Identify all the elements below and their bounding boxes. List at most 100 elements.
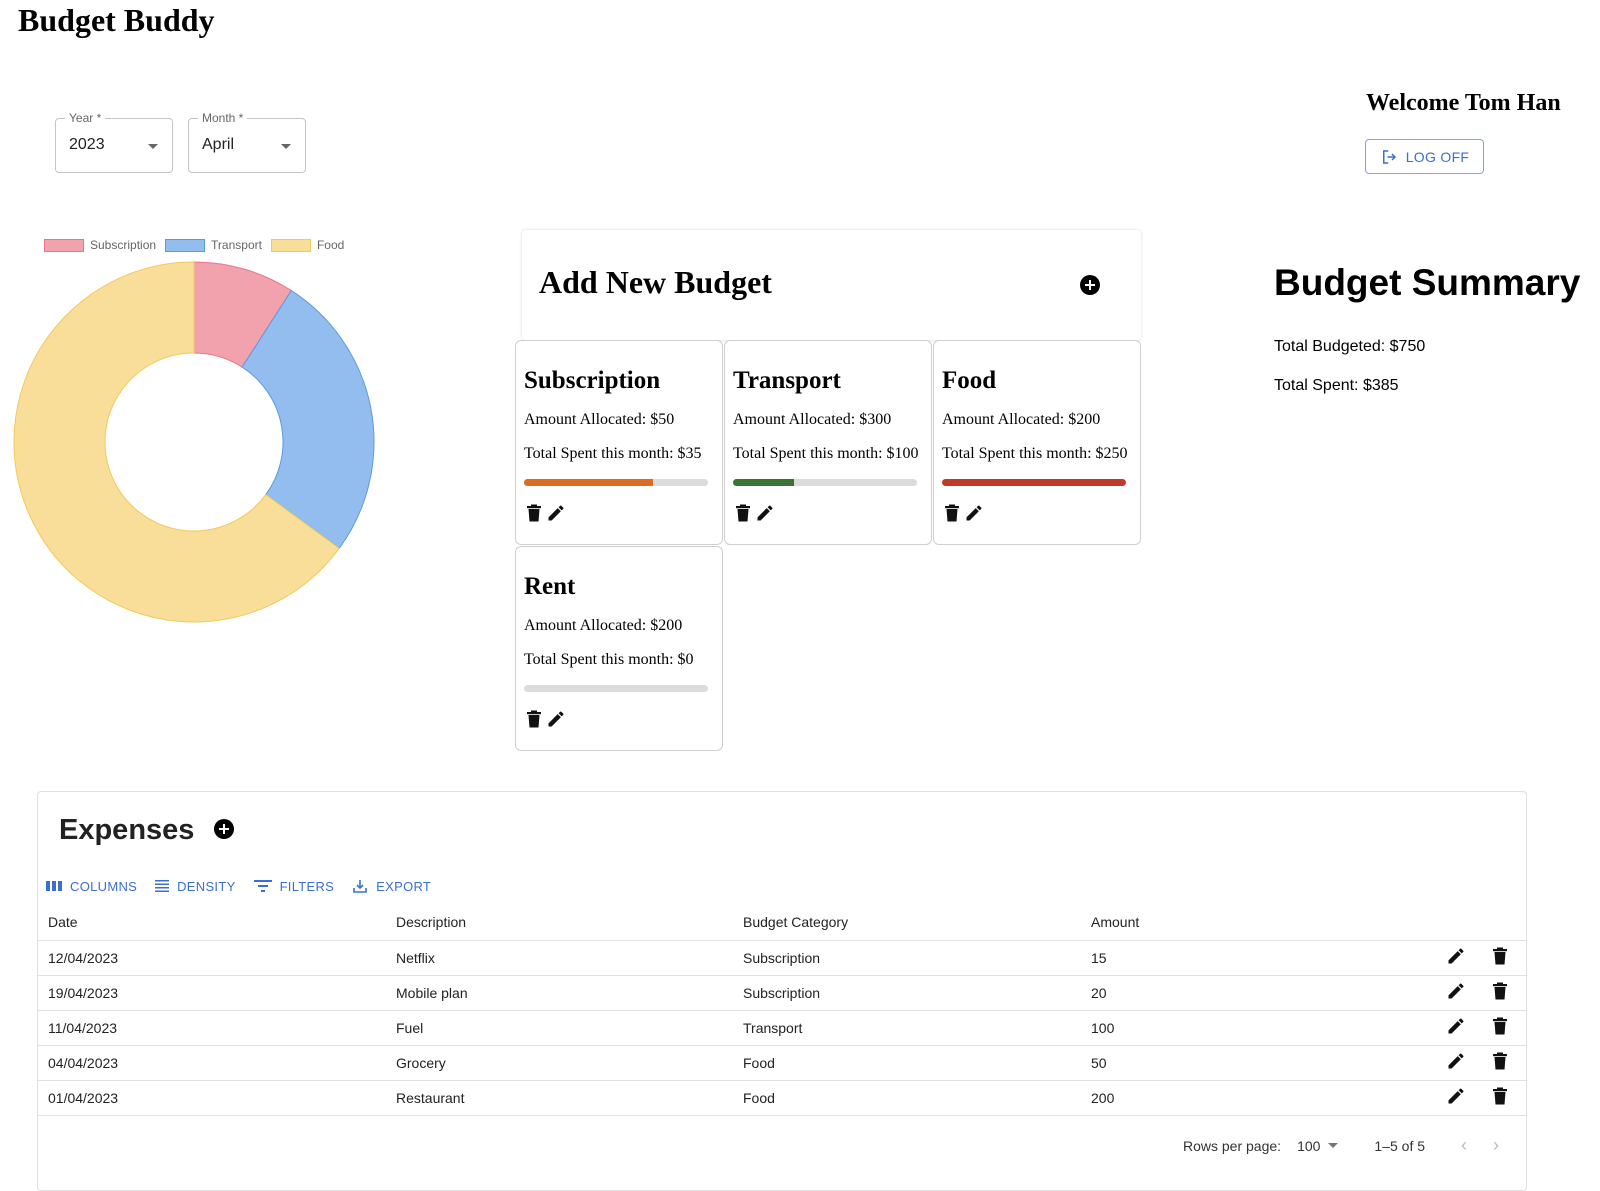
legend-swatch bbox=[165, 238, 206, 252]
budget-amount-allocated: Amount Allocated: $300 bbox=[733, 411, 892, 428]
budget-progress-fill bbox=[524, 479, 653, 486]
edit-expense-button[interactable] bbox=[1446, 946, 1466, 969]
pagination: Rows per page: 100 1–5 of 5 ‹ › bbox=[1183, 1135, 1505, 1156]
budget-progress-fill bbox=[733, 479, 795, 486]
table-header-row: Date Description Budget Category Amount bbox=[38, 904, 1526, 941]
chevron-down-icon bbox=[1328, 1143, 1339, 1148]
spending-donut-chart[interactable] bbox=[0, 250, 400, 630]
month-select-value: April bbox=[202, 136, 235, 153]
table-row[interactable]: 12/04/2023 Netflix Subscription 15 bbox=[38, 940, 1526, 976]
table-row[interactable]: 11/04/2023 Fuel Transport 100 bbox=[38, 1010, 1526, 1046]
columns-icon bbox=[46, 881, 62, 891]
column-header-date[interactable]: Date bbox=[38, 904, 386, 941]
total-spent: Total Spent: $385 bbox=[1274, 377, 1399, 394]
trash-icon bbox=[735, 504, 751, 525]
previous-page-button[interactable]: ‹ bbox=[1455, 1135, 1473, 1156]
delete-expense-button[interactable] bbox=[1492, 982, 1508, 1003]
pencil-icon bbox=[964, 503, 984, 526]
trash-icon bbox=[526, 504, 542, 525]
budget-total-spent: Total Spent this month: $0 bbox=[524, 651, 694, 668]
trash-icon bbox=[944, 504, 960, 525]
edit-budget-button[interactable] bbox=[964, 503, 984, 526]
budget-amount-allocated: Amount Allocated: $50 bbox=[524, 411, 675, 428]
legend-label: Transport bbox=[211, 238, 262, 252]
edit-budget-button[interactable] bbox=[546, 709, 566, 732]
budget-progress-bar bbox=[524, 685, 708, 692]
budget-card-actions bbox=[526, 503, 566, 526]
column-header-amount[interactable]: Amount bbox=[1081, 904, 1281, 941]
budget-amount-allocated: Amount Allocated: $200 bbox=[942, 411, 1101, 428]
budget-progress-bar bbox=[733, 479, 917, 486]
table-row[interactable]: 19/04/2023 Mobile plan Subscription 20 bbox=[38, 975, 1526, 1011]
pencil-icon bbox=[1446, 981, 1466, 1004]
donut-segment-transport[interactable] bbox=[241, 289, 375, 550]
add-budget-title: Add New Budget bbox=[539, 264, 772, 300]
grid-toolbar: COLUMNS DENSITY FILTERS EXPORT bbox=[46, 878, 431, 894]
legend-label: Subscription bbox=[90, 238, 157, 252]
pencil-icon bbox=[1446, 1051, 1466, 1074]
delete-budget-button[interactable] bbox=[526, 710, 542, 731]
trash-icon bbox=[1492, 1052, 1508, 1073]
column-header-category[interactable]: Budget Category bbox=[733, 904, 1081, 941]
legend-item-subscription[interactable]: Subscription bbox=[44, 238, 156, 252]
pencil-icon bbox=[1446, 946, 1466, 969]
edit-budget-button[interactable] bbox=[755, 503, 775, 526]
column-header-description[interactable]: Description bbox=[386, 904, 733, 941]
delete-budget-button[interactable] bbox=[735, 504, 751, 525]
budget-card: Transport Amount Allocated: $300 Total Spe… bbox=[724, 340, 932, 545]
table-row[interactable]: 04/04/2023 Grocery Food 50 bbox=[38, 1045, 1526, 1081]
log-off-button[interactable]: LOG OFF bbox=[1365, 139, 1484, 174]
delete-expense-button[interactable] bbox=[1492, 1087, 1508, 1108]
rows-per-page-select[interactable]: 100 bbox=[1297, 1138, 1339, 1154]
expenses-table: Date Description Budget Category Amount … bbox=[38, 904, 1526, 1116]
cell-category: Subscription bbox=[733, 975, 1081, 1011]
trash-icon bbox=[526, 710, 542, 731]
density-label: DENSITY bbox=[177, 878, 236, 894]
legend-item-food[interactable]: Food bbox=[270, 238, 344, 252]
cell-date: 12/04/2023 bbox=[38, 940, 386, 976]
budget-total-spent: Total Spent this month: $35 bbox=[524, 445, 702, 462]
pencil-icon bbox=[755, 503, 775, 526]
logout-icon bbox=[1382, 149, 1396, 164]
delete-budget-button[interactable] bbox=[526, 504, 542, 525]
cell-actions bbox=[1281, 1045, 1526, 1081]
budget-progress-bar bbox=[942, 479, 1126, 486]
cell-date: 11/04/2023 bbox=[38, 1010, 386, 1046]
columns-button[interactable]: COLUMNS bbox=[46, 878, 137, 894]
table-row[interactable]: 01/04/2023 Restaurant Food 200 bbox=[38, 1080, 1526, 1116]
legend-item-transport[interactable]: Transport bbox=[165, 238, 262, 252]
year-select-label: Year * bbox=[65, 111, 106, 125]
add-budget-button[interactable] bbox=[1080, 275, 1100, 295]
density-icon bbox=[155, 880, 170, 892]
edit-expense-button[interactable] bbox=[1446, 981, 1466, 1004]
density-button[interactable]: DENSITY bbox=[155, 878, 235, 894]
budget-total-spent: Total Spent this month: $100 bbox=[733, 445, 919, 462]
filter-icon bbox=[253, 880, 272, 892]
cell-category: Food bbox=[733, 1080, 1081, 1116]
cell-amount: 100 bbox=[1081, 1010, 1281, 1046]
delete-budget-button[interactable] bbox=[944, 504, 960, 525]
next-page-button[interactable]: › bbox=[1487, 1135, 1505, 1156]
delete-expense-button[interactable] bbox=[1492, 1052, 1508, 1073]
delete-expense-button[interactable] bbox=[1492, 1017, 1508, 1038]
cell-date: 04/04/2023 bbox=[38, 1045, 386, 1081]
cell-actions bbox=[1281, 940, 1526, 976]
month-select[interactable]: Month * April bbox=[188, 111, 306, 173]
edit-budget-button[interactable] bbox=[546, 503, 566, 526]
edit-expense-button[interactable] bbox=[1446, 1051, 1466, 1074]
rows-per-page-label: Rows per page: bbox=[1183, 1137, 1282, 1154]
cell-amount: 200 bbox=[1081, 1080, 1281, 1116]
edit-expense-button[interactable] bbox=[1446, 1016, 1466, 1039]
columns-label: COLUMNS bbox=[70, 878, 138, 894]
delete-expense-button[interactable] bbox=[1492, 947, 1508, 968]
budget-card-title: Transport bbox=[733, 367, 841, 394]
budget-summary-title: Budget Summary bbox=[1274, 262, 1581, 303]
app-title: Budget Buddy bbox=[18, 2, 215, 38]
add-expense-button[interactable] bbox=[214, 819, 234, 839]
export-button[interactable]: EXPORT bbox=[352, 878, 431, 894]
filters-button[interactable]: FILTERS bbox=[253, 878, 335, 894]
year-select[interactable]: Year * 2023 bbox=[55, 111, 173, 173]
edit-expense-button[interactable] bbox=[1446, 1086, 1466, 1109]
budget-progress-bar bbox=[524, 479, 708, 486]
donut-segment-food[interactable] bbox=[13, 261, 340, 623]
